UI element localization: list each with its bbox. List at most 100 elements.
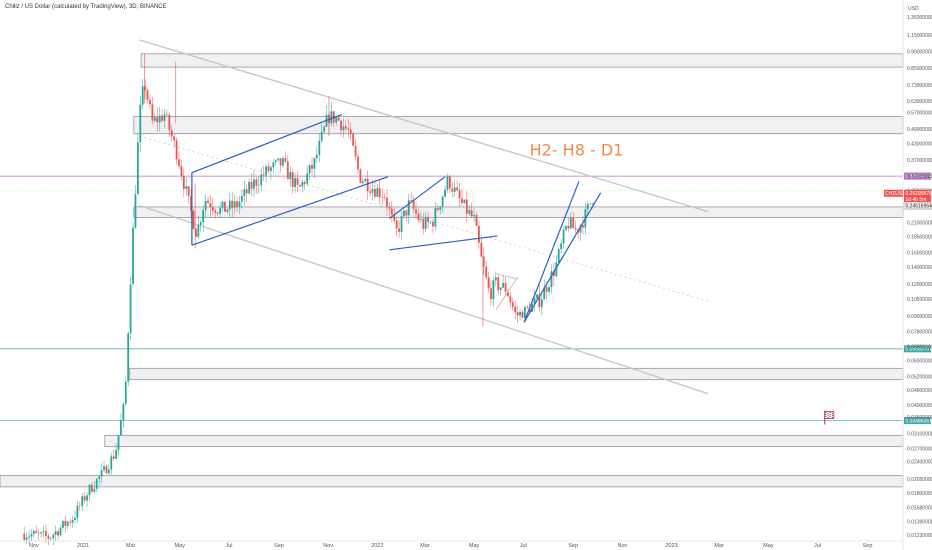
candle-body: [507, 291, 509, 297]
pattern-line: [191, 176, 389, 246]
candle-body: [192, 210, 195, 229]
time-tick-label: Jul: [520, 543, 527, 549]
candle-body: [436, 208, 439, 210]
candle-body: [115, 450, 117, 459]
candle-body: [270, 167, 272, 172]
candle-body: [470, 210, 473, 217]
candle-body: [548, 287, 550, 292]
candle-body: [586, 203, 589, 210]
pattern-line: [523, 181, 580, 323]
candle-body: [395, 220, 398, 229]
candle-body: [117, 435, 120, 451]
candle-body: [429, 221, 432, 223]
zone-box: [140, 53, 904, 68]
candle-body: [202, 210, 205, 223]
candle-body: [347, 128, 350, 130]
candle-body: [480, 242, 483, 257]
candle-body: [185, 186, 188, 190]
candle-body: [52, 534, 55, 538]
candle-body: [45, 531, 47, 536]
candle-body: [323, 126, 326, 132]
candle-body: [427, 217, 430, 223]
candle-body: [468, 210, 471, 214]
candle-body: [86, 495, 88, 501]
candle-body: [569, 217, 572, 229]
price-tick-label: 0.10500000: [907, 297, 932, 303]
candle-body: [344, 126, 347, 129]
candle-body: [156, 117, 159, 123]
candle-body: [122, 403, 125, 421]
candle-body: [197, 225, 200, 237]
candle-body: [161, 115, 163, 121]
price-tick-label: 0.02700000: [907, 447, 932, 453]
price-tick-label: 0.43000000: [907, 141, 932, 147]
pattern-lines: [191, 113, 602, 323]
candle-body: [253, 179, 255, 189]
time-tick-label: Mar: [714, 543, 724, 549]
candle-body: [458, 190, 461, 199]
candle-body: [403, 210, 405, 217]
annotation-text: H2- H8 - D1: [530, 141, 624, 160]
candle-body: [482, 256, 485, 267]
candle-body: [224, 201, 226, 212]
candle-body: [151, 104, 154, 121]
candle-body: [523, 306, 526, 318]
candle-body: [170, 130, 173, 137]
candle-body: [456, 187, 459, 191]
flag-icon: [824, 410, 835, 425]
candle-body: [545, 287, 548, 292]
candlesticks: [23, 53, 594, 546]
candle-body: [419, 219, 422, 221]
flag-check: [825, 412, 827, 414]
time-tick-label: Jul: [225, 543, 232, 549]
candle-body: [64, 520, 67, 526]
candle-body: [107, 469, 110, 474]
candle-body: [494, 277, 497, 281]
candle-body: [219, 207, 222, 214]
candle-body: [342, 126, 345, 131]
candle-body: [574, 228, 577, 230]
candle-body: [81, 496, 84, 506]
candle-body: [315, 154, 318, 159]
candle-body: [127, 333, 130, 382]
candle-body: [357, 156, 359, 170]
candle-body: [105, 466, 108, 474]
price-tick-label: 0.01800000: [907, 491, 932, 497]
candle-body: [369, 191, 371, 193]
price-axis-unit: USD: [908, 6, 919, 12]
candle-body: [557, 249, 560, 263]
symbol-tag: [884, 189, 903, 197]
candle-body: [383, 197, 386, 198]
candle-body: [340, 120, 342, 131]
candle-body: [134, 194, 137, 228]
candle-body: [374, 189, 376, 197]
price-axis: USD 1.35000000 1.15000000 0.99000000 0.85000…: [884, 0, 932, 550]
candle-body: [124, 381, 127, 404]
candle-body: [303, 182, 306, 184]
candle-body: [562, 229, 565, 244]
candle-body: [260, 174, 263, 186]
candle-body: [405, 210, 408, 216]
candle-body: [32, 531, 35, 535]
price-tick-label: 0.01230000: [907, 533, 932, 539]
candle-body: [514, 306, 517, 313]
time-tick-label: 2021: [77, 543, 89, 549]
pattern-line: [495, 276, 518, 311]
candle-body: [519, 311, 521, 316]
candle-body: [567, 225, 570, 229]
candle-body: [146, 90, 149, 100]
candle-body: [361, 181, 364, 183]
candle-body: [74, 517, 76, 521]
candle-body: [415, 209, 417, 214]
candle-body: [490, 288, 492, 300]
price-tick-label: 0.63000000: [907, 99, 932, 105]
time-tick-label: May: [175, 543, 186, 549]
candle-body: [243, 189, 246, 196]
symbol-tag-label: CHZUSD: [885, 191, 906, 197]
candle-body: [487, 277, 490, 289]
candle-body: [149, 99, 151, 105]
candle-body: [296, 178, 299, 186]
time-tick-label: May: [763, 543, 774, 549]
flag-check: [827, 413, 829, 415]
